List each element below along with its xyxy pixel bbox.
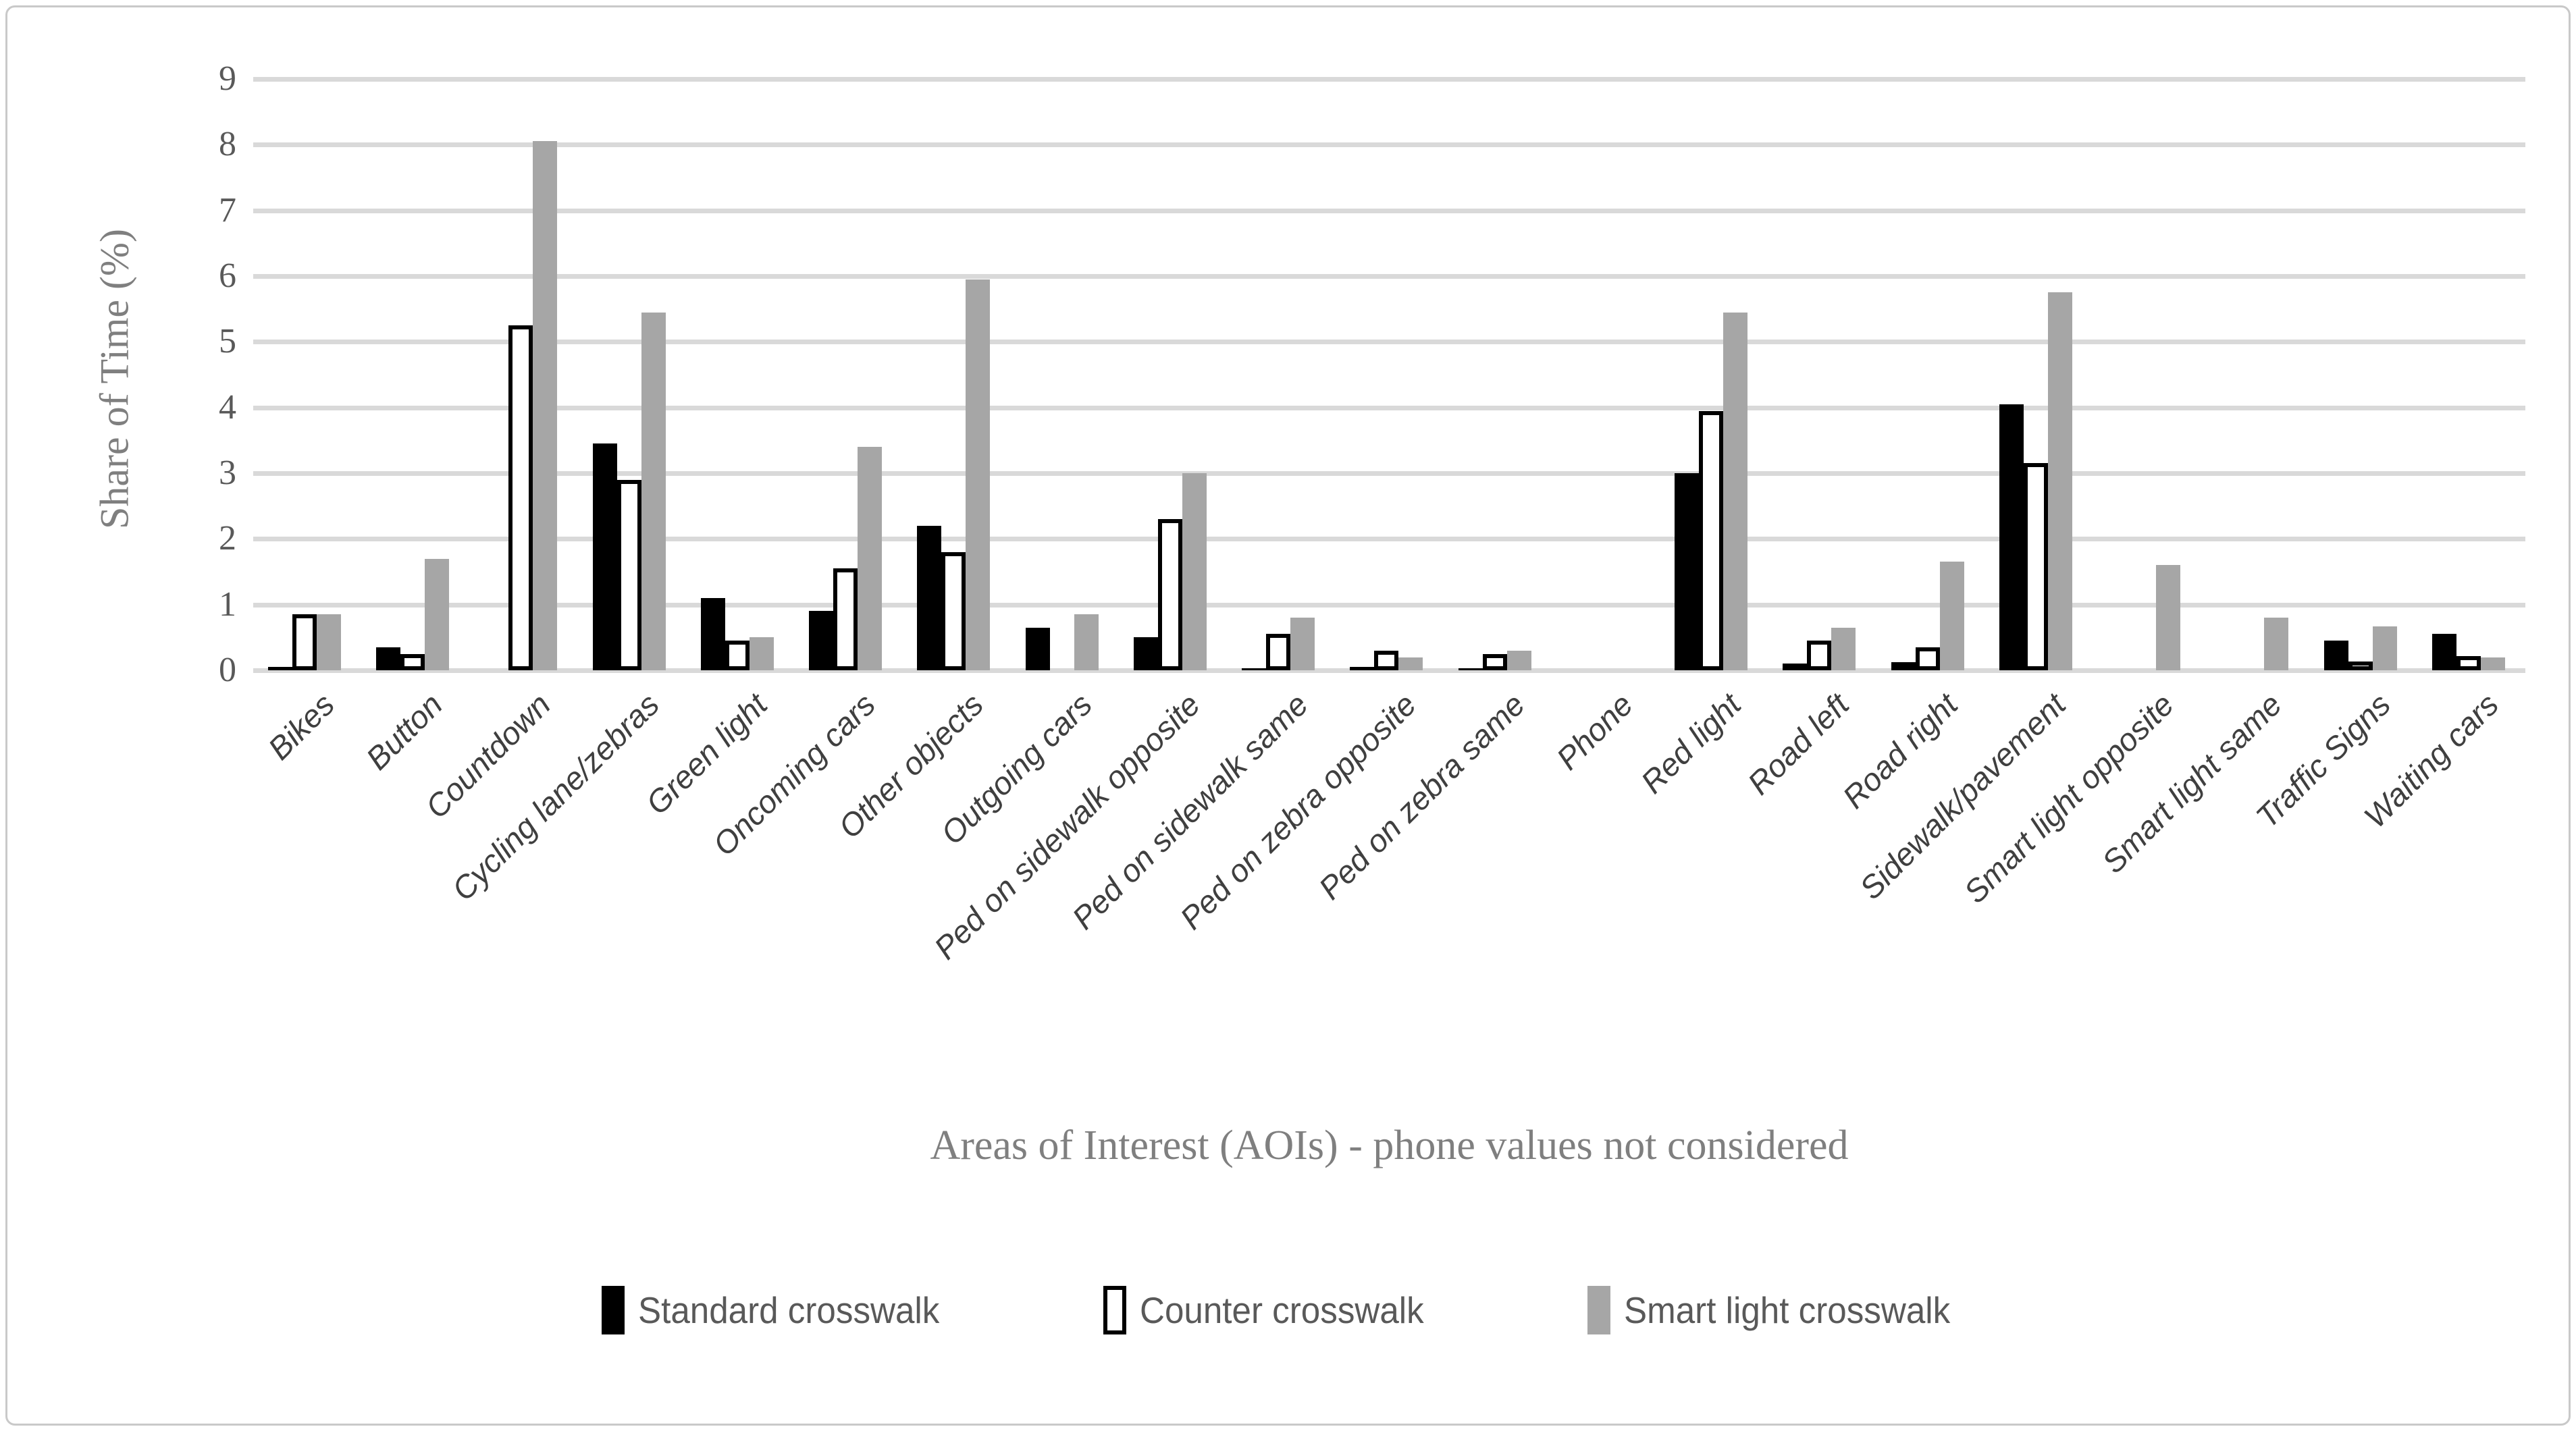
bar-standard-crosswalk	[1350, 667, 1374, 670]
bar-standard-crosswalk	[1458, 668, 1483, 670]
y-tick-label: 3	[219, 454, 236, 492]
y-tick-label: 8	[219, 125, 236, 164]
bar-smart-light-crosswalk	[1940, 562, 1964, 670]
y-tick-label: 0	[219, 651, 236, 689]
bar-counter-crosswalk	[941, 552, 966, 670]
legend-item-standard-crosswalk: Standard crosswalk	[601, 1286, 962, 1334]
bar-counter-crosswalk	[2024, 463, 2048, 670]
bar-standard-crosswalk	[2324, 641, 2348, 670]
bar-smart-light-crosswalk	[1398, 657, 1423, 670]
bar-smart-light-crosswalk	[1723, 313, 1747, 670]
bar-smart-light-crosswalk	[2156, 565, 2180, 670]
gridline-y-5	[253, 340, 2525, 345]
y-tick-label: 7	[219, 190, 236, 230]
y-tick-label: 4	[219, 387, 236, 427]
gridline-y-9	[253, 77, 2525, 82]
bar-smart-light-crosswalk	[533, 141, 557, 670]
legend: Standard crosswalk Counter crosswalk Smart…	[0, 1286, 2576, 1334]
bar-smart-light-crosswalk	[2481, 657, 2505, 670]
chart-border	[5, 5, 2571, 1426]
gridline-y-0	[253, 668, 2525, 673]
bar-standard-crosswalk	[2432, 634, 2456, 670]
gridline-y-6	[253, 274, 2525, 279]
bar-counter-crosswalk	[833, 568, 858, 670]
bar-counter-crosswalk	[508, 325, 533, 670]
bar-smart-light-crosswalk	[966, 279, 990, 670]
bar-counter-crosswalk	[1699, 411, 1723, 670]
gridline-y-7	[253, 208, 2525, 213]
bar-counter-crosswalk	[617, 480, 641, 670]
y-tick-label: 2	[219, 519, 236, 558]
bar-smart-light-crosswalk	[425, 559, 449, 670]
bar-counter-crosswalk	[1158, 519, 1182, 670]
gridline-y-8	[253, 142, 2525, 148]
bar-counter-crosswalk	[400, 654, 425, 670]
bar-counter-crosswalk	[1807, 641, 1831, 670]
bar-standard-crosswalk	[376, 647, 400, 670]
y-tick-label: 1	[219, 585, 236, 624]
gridline-y-3	[253, 471, 2525, 476]
y-tick-label: 6	[219, 256, 236, 295]
legend-label: Standard crosswalk	[637, 1289, 939, 1331]
bar-smart-light-crosswalk	[2264, 618, 2288, 670]
bar-smart-light-crosswalk	[317, 614, 341, 670]
x-axis-title: Areas of Interest (AOIs) - phone values …	[930, 1123, 1849, 1168]
bar-smart-light-crosswalk	[2373, 626, 2397, 670]
bar-smart-light-crosswalk	[1831, 628, 1856, 670]
y-axis-title: Share of Time (%)	[92, 229, 137, 529]
bar-standard-crosswalk	[1783, 664, 1807, 670]
bar-standard-crosswalk	[809, 611, 833, 670]
bar-smart-light-crosswalk	[1507, 651, 1531, 670]
gridline-y-4	[253, 405, 2525, 410]
bar-counter-crosswalk	[292, 614, 317, 670]
y-tick-label: 9	[219, 59, 236, 98]
bar-smart-light-crosswalk	[2048, 292, 2072, 670]
legend-item-counter-crosswalk: Counter crosswalk	[1103, 1286, 1445, 1334]
bar-standard-crosswalk	[1999, 404, 2024, 670]
bar-counter-crosswalk	[1916, 647, 1940, 670]
legend-item-smart-light-crosswalk: Smart light crosswalk	[1587, 1286, 1975, 1334]
bar-smart-light-crosswalk	[1074, 614, 1099, 670]
bar-standard-crosswalk	[593, 443, 617, 670]
legend-swatch	[1103, 1286, 1127, 1334]
legend-label: Counter crosswalk	[1140, 1289, 1425, 1331]
bar-standard-crosswalk	[268, 667, 292, 670]
bar-standard-crosswalk	[1026, 628, 1050, 670]
bar-standard-crosswalk	[1675, 473, 1699, 670]
bar-standard-crosswalk	[701, 598, 725, 670]
legend-swatch	[601, 1286, 625, 1334]
gridline-y-1	[253, 602, 2525, 608]
bar-smart-light-crosswalk	[858, 447, 882, 670]
bar-smart-light-crosswalk	[1290, 618, 1315, 670]
bar-smart-light-crosswalk	[1182, 473, 1207, 670]
bar-smart-light-crosswalk	[641, 313, 666, 670]
bar-standard-crosswalk	[1242, 668, 1266, 670]
bar-counter-crosswalk	[725, 641, 750, 670]
gridline-y-2	[253, 537, 2525, 542]
legend-label: Smart light crosswalk	[1623, 1289, 1951, 1331]
bar-standard-crosswalk	[917, 526, 941, 670]
bar-standard-crosswalk	[1891, 662, 1916, 670]
bar-counter-crosswalk	[1483, 654, 1507, 670]
bar-counter-crosswalk	[1266, 634, 1290, 670]
bar-counter-crosswalk	[1374, 651, 1398, 670]
bar-smart-light-crosswalk	[750, 637, 774, 670]
bar-counter-crosswalk	[2348, 662, 2373, 670]
legend-swatch	[1587, 1286, 1610, 1334]
y-tick-label: 5	[219, 322, 236, 361]
bar-counter-crosswalk	[2456, 656, 2481, 670]
bar-standard-crosswalk	[1134, 637, 1158, 670]
